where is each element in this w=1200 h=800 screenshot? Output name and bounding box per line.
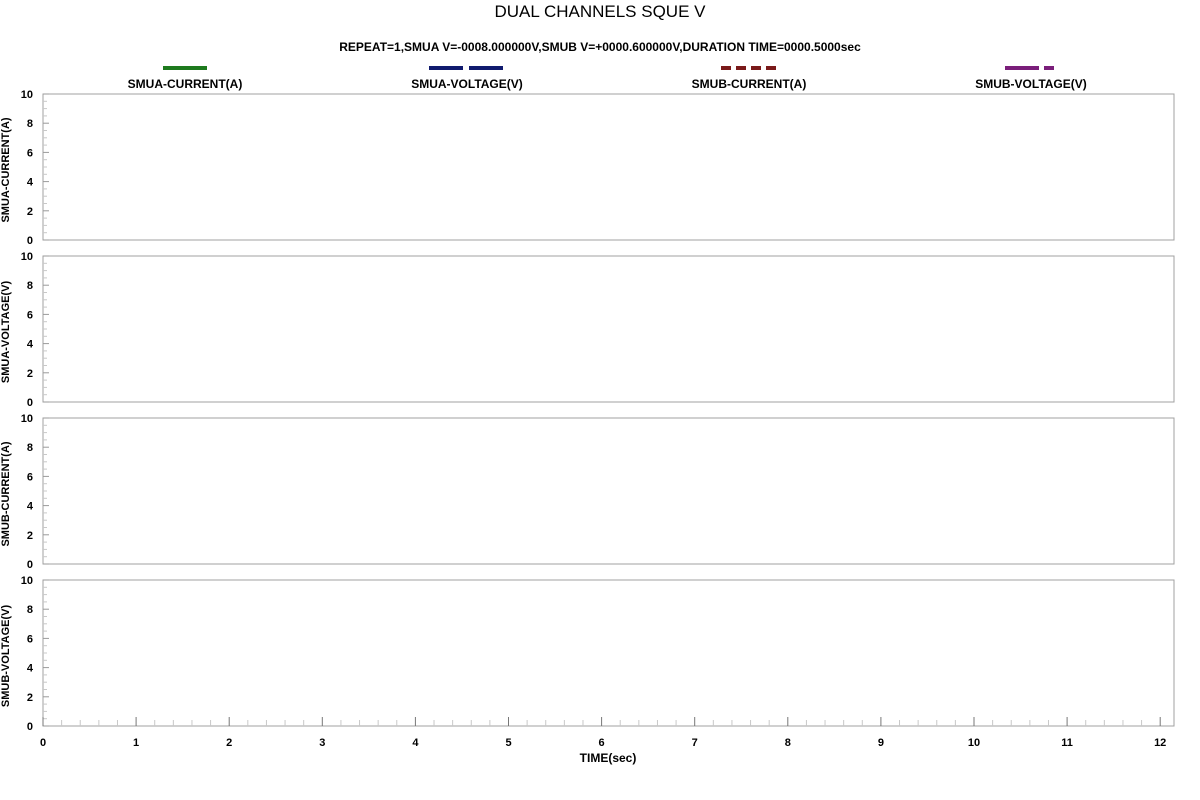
y-tick-label: 8: [27, 442, 33, 454]
plot-panel: 0 2 4 6 8 10 SMUB-CURRENT(A): [0, 413, 1175, 571]
y-tick-label: 2: [27, 692, 33, 704]
y-tick-label: 6: [27, 147, 33, 159]
y-axis-label: SMUA-VOLTAGE(V): [0, 281, 12, 384]
x-tick-label: 9: [878, 737, 884, 749]
y-tick-label: 6: [27, 633, 33, 645]
legend: SMUA-CURRENT(A) SMUA-VOLTAGE(V) SMUB-CURRE…: [128, 66, 1087, 91]
y-tick-label: 2: [27, 206, 33, 218]
x-tick-label: 7: [692, 737, 698, 749]
y-tick-label: 4: [27, 177, 34, 189]
plot-area: [42, 255, 1175, 403]
legend-item: SMUB-VOLTAGE(V): [975, 66, 1087, 91]
legend-label: SMUB-VOLTAGE(V): [975, 77, 1087, 91]
y-axis-label: SMUA-CURRENT(A): [0, 117, 12, 222]
plot-area: [42, 417, 1175, 565]
x-tick-label: 11: [1061, 737, 1073, 749]
y-tick-label: 2: [27, 530, 33, 542]
x-tick-label: 5: [505, 737, 511, 749]
plot-area: [42, 579, 1175, 727]
x-tick-label: 8: [785, 737, 791, 749]
chart-title: DUAL CHANNELS SQUE V: [495, 2, 707, 21]
legend-label: SMUB-CURRENT(A): [692, 77, 807, 91]
y-tick-label: 10: [21, 251, 33, 263]
y-tick-label: 6: [27, 309, 33, 321]
y-tick-label: 10: [21, 89, 33, 101]
y-tick-label: 10: [21, 575, 33, 587]
y-tick-label: 0: [27, 235, 33, 247]
plot-panel: 0 2 4 6 8 10 SMUB-VOLTAGE(V): [0, 575, 1175, 733]
x-tick-label: 10: [968, 737, 980, 749]
plot-panel: 0 2 4 6 8 10 SMUA-VOLTAGE(V): [0, 251, 1175, 409]
plot-panel: 0 2 4 6 8 10 SMUA-CURRENT(A): [0, 89, 1175, 247]
legend-label: SMUA-VOLTAGE(V): [411, 77, 523, 91]
x-axis-label: TIME(sec): [580, 751, 637, 765]
x-tick-label: 6: [599, 737, 605, 749]
y-tick-label: 8: [27, 280, 33, 292]
plot-area: [42, 93, 1175, 241]
y-tick-label: 0: [27, 397, 33, 409]
x-tick-label: 4: [412, 737, 419, 749]
x-tick-label: 2: [226, 737, 232, 749]
y-tick-label: 4: [27, 501, 34, 513]
y-tick-label: 10: [21, 413, 33, 425]
y-axis-label: SMUB-VOLTAGE(V): [0, 605, 12, 708]
x-axis: 0 1 2 3 4 5 6 7 8 9 10 11 12: [40, 717, 1166, 749]
x-tick-label: 12: [1154, 737, 1166, 749]
x-tick-label: 3: [319, 737, 325, 749]
legend-label: SMUA-CURRENT(A): [128, 77, 243, 91]
y-tick-label: 4: [27, 663, 34, 675]
y-tick-label: 8: [27, 604, 33, 616]
y-tick-label: 0: [27, 559, 33, 571]
chart-subtitle: REPEAT=1,SMUA V=-0008.000000V,SMUB V=+00…: [339, 40, 861, 54]
legend-item: SMUA-CURRENT(A): [128, 66, 243, 91]
y-tick-label: 6: [27, 471, 33, 483]
y-tick-label: 2: [27, 368, 33, 380]
y-tick-label: 0: [27, 721, 33, 733]
legend-item: SMUA-VOLTAGE(V): [411, 66, 523, 91]
legend-item: SMUB-CURRENT(A): [692, 66, 807, 91]
y-tick-label: 8: [27, 118, 33, 130]
plot-panels: 0 2 4 6 8 10 SMUA-CURRENT(A) 0 2 4 6 8 10 SMUA-VOLTAG…: [0, 89, 1175, 733]
x-tick-label: 0: [40, 737, 46, 749]
x-tick-label: 1: [133, 737, 139, 749]
y-tick-label: 4: [27, 339, 34, 351]
y-axis-label: SMUB-CURRENT(A): [0, 441, 12, 546]
